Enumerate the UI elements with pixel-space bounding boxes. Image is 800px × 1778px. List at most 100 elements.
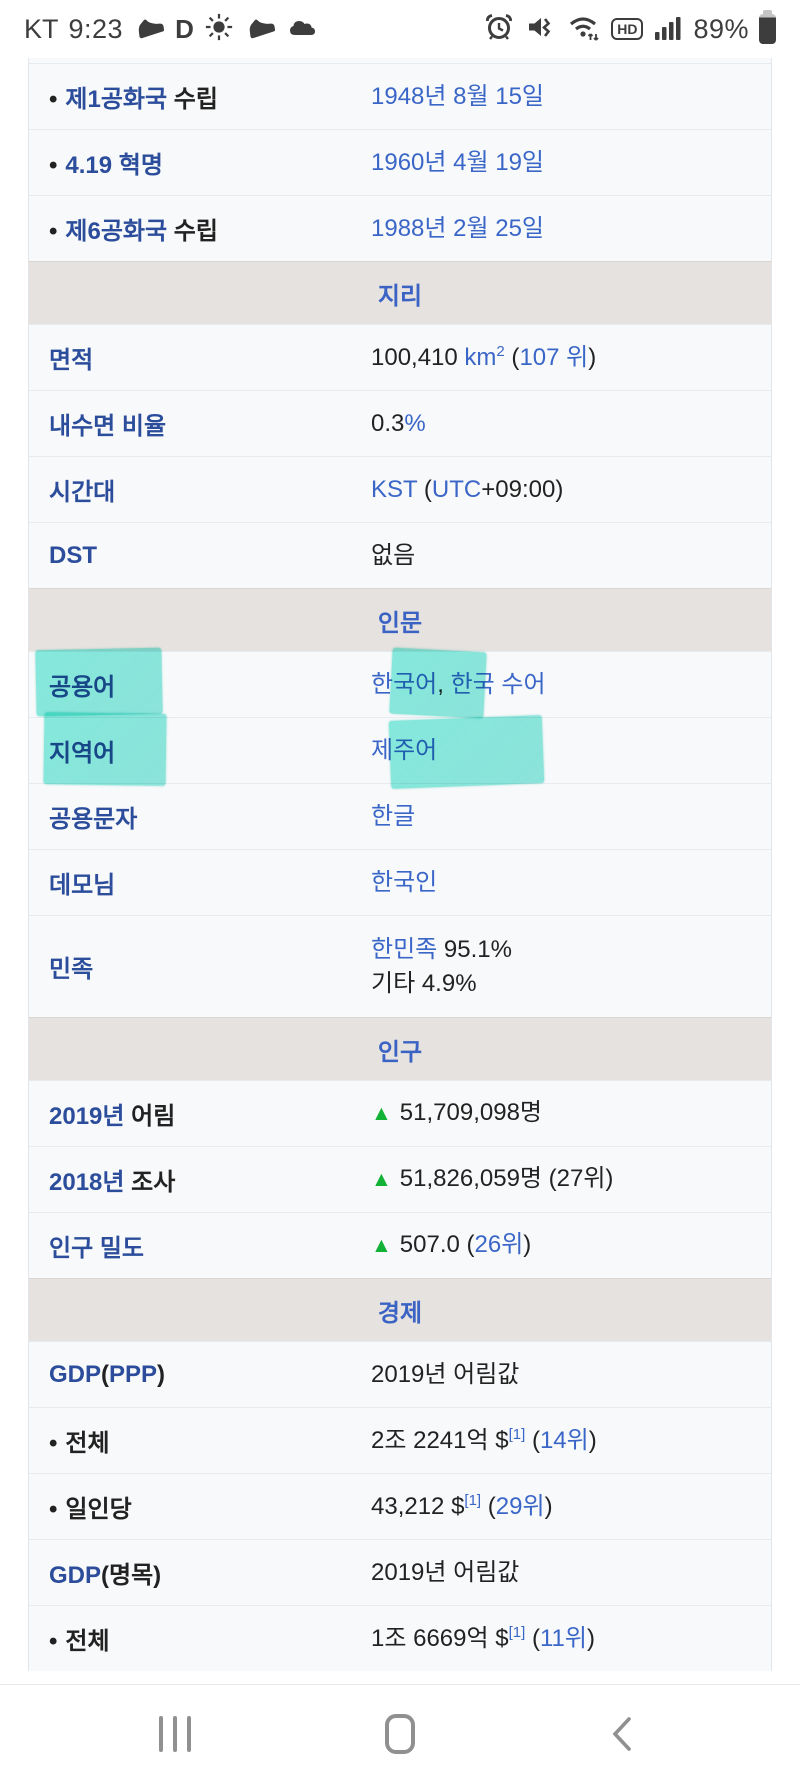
static-text: 2조 2241억 $ [371,1426,509,1454]
bullet-icon: • [49,1430,58,1457]
row-label: 인구 밀도 [29,1228,371,1263]
static-text: 2019년 어림값 [371,1558,520,1586]
value-link[interactable]: 107 위 [519,343,589,371]
nav-bar [0,1692,800,1778]
row-label: 내수면 비율 [29,406,371,441]
value-link[interactable]: UTC [431,475,482,503]
label-link[interactable]: 데모님 [49,872,116,899]
value-link[interactable]: % [404,409,426,437]
row-label: 2019년 어림 [29,1096,371,1131]
battery-icon [759,10,776,44]
static-text: +09:00) [481,475,564,503]
row-value: 43,212 $[1] (29위) [371,1490,771,1524]
label-link[interactable]: 4.19 혁명 [65,152,163,179]
value-link[interactable]: km [464,343,497,371]
row-value: 2019년 어림값 [371,1358,771,1392]
infobox-row: • 4.19 혁명 1960년 4월 19일 [29,129,771,195]
label-link[interactable]: 제1공화국 [65,86,168,113]
infobox-row: • 제1공화국 수립 1948년 8월 15일 [29,63,771,129]
label-link[interactable]: 면적 [49,347,94,374]
marker-highlight [43,712,167,786]
static-text: ( [101,1360,110,1388]
bullet-icon: • [49,1628,58,1655]
bullet-icon: • [49,1496,58,1523]
static-text: 수립 [167,218,218,245]
static-text: ) [157,1360,166,1388]
row-label: 민족 [29,949,371,984]
row-label: 데모님 [29,865,371,900]
back-button[interactable] [587,1706,657,1762]
label-link[interactable]: 2018년 [49,1169,125,1196]
infobox-section-header: 인문 [29,588,771,651]
carrier-label: KT [24,13,59,44]
value-link[interactable]: 1948년 8월 15일 [371,82,545,110]
hd-badge: HD [611,18,644,40]
static-text: ) [586,1624,595,1652]
label-link[interactable]: 민족 [49,956,94,983]
label-link[interactable]: GDP [49,1562,102,1589]
infobox-row: GDP(명목) 2019년 어림값 [29,1539,771,1605]
battery-percent: 89% [693,13,749,44]
row-label: DST [29,542,371,570]
label-link[interactable]: PPP [109,1360,158,1388]
bullet-icon: • [49,86,58,113]
infobox-row: • 전체 1조 6669억 $[1] (11위) [29,1605,771,1671]
static-text: 1조 6669억 $ [371,1624,509,1652]
value-link[interactable]: 26위 [474,1231,524,1258]
label-link[interactable]: 제6공화국 [65,218,168,245]
label-link[interactable]: 내수면 비율 [49,413,167,440]
value-link[interactable]: 29위 [495,1492,545,1520]
reference-link[interactable]: [1] [508,1623,526,1641]
reference-link[interactable]: 2 [496,342,505,360]
bullet-icon: • [49,218,58,245]
marker-highlight [35,647,163,717]
row-label: 면적 [29,340,371,375]
row-value: ▲ 51,709,098명 [371,1096,771,1131]
infobox-section-header: 인구 [29,1017,771,1080]
value-link[interactable]: 11위 [539,1624,587,1652]
section-title: 경제 [377,1299,423,1327]
label-link[interactable]: 인구 밀도 [49,1235,144,1262]
row-value: 2019년 어림값 [371,1556,771,1590]
home-button[interactable] [365,1706,435,1762]
static-text: 43,212 $ [371,1492,465,1520]
row-label: • 제1공화국 수립 [29,79,371,114]
value-link[interactable]: 1988년 2월 25일 [371,214,545,242]
value-link[interactable]: 한글 [371,802,416,830]
row-value: 1948년 8월 15일 [371,80,771,114]
infobox-row: 공용문자 한글 [29,783,771,849]
value-link[interactable]: 1960년 4월 19일 [371,148,545,176]
increase-triangle-icon: ▲ [371,1234,392,1257]
infobox-row: DST 없음 [29,522,771,588]
increase-triangle-icon: ▲ [371,1168,392,1191]
reference-link[interactable]: [1] [508,1425,526,1443]
vibrate-mute-icon [525,11,557,48]
status-left: KT 9:23 D [24,12,318,47]
value-link[interactable]: 14위 [539,1426,589,1454]
row-value: ▲ 51,826,059명 (27위) [371,1162,771,1197]
static-text: 어림 [124,1103,176,1130]
static-text: ) [588,343,597,371]
row-label: 2018년 조사 [29,1162,371,1197]
label-link[interactable]: 시간대 [49,479,116,506]
static-text: 일인당 [65,1496,132,1523]
label-link[interactable]: DST [49,541,97,569]
value-link[interactable]: 한국인 [371,868,438,896]
label-link[interactable]: 2019년 [49,1103,125,1130]
label-link[interactable]: GDP [49,1360,102,1388]
alarm-icon [483,11,515,48]
static-text: 수립 [167,86,218,113]
infobox-row: • 전체 2조 2241억 $[1] (14위) [29,1407,771,1473]
static-text: 51,826,059명 (27위) [399,1165,614,1192]
navbar-divider [0,1684,800,1685]
signal-icon [653,12,683,47]
row-value: 없음 [371,539,771,573]
wifi-icon [567,11,601,48]
back-icon [612,1717,631,1751]
label-link[interactable]: 공용문자 [49,806,138,833]
static-text: 없음 [371,541,416,569]
recents-button[interactable] [140,1706,210,1762]
value-link[interactable]: 한민족 [371,935,438,963]
reference-link[interactable]: [1] [464,1491,482,1509]
value-link[interactable]: KST [371,475,418,503]
